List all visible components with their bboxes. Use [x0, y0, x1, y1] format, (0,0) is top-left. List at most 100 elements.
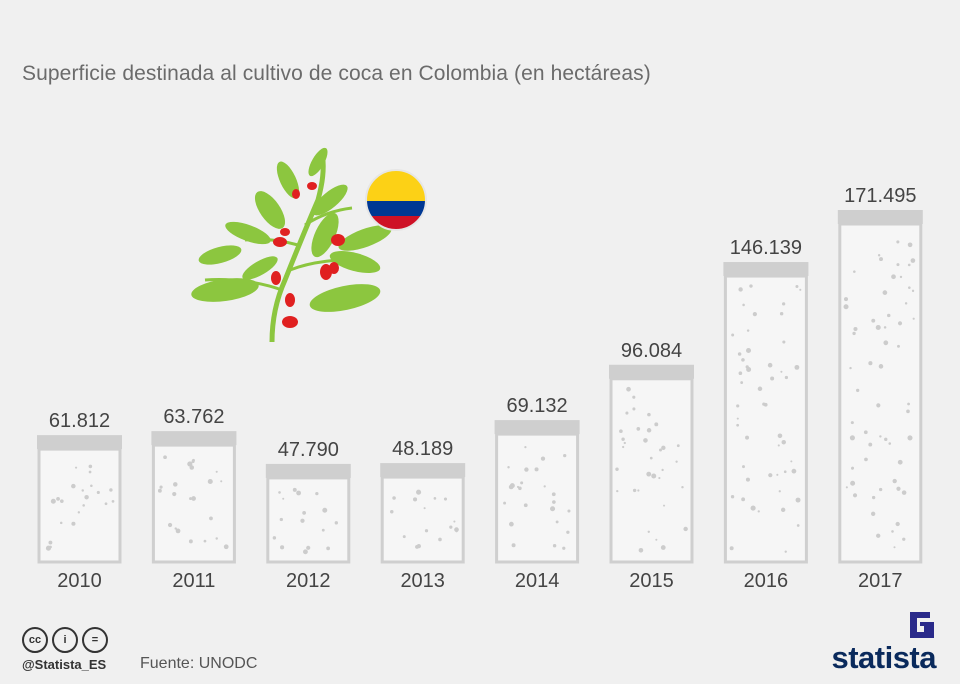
by-icon[interactable]: i — [52, 627, 78, 653]
bar-dot — [77, 511, 81, 514]
bar-dot — [302, 510, 306, 515]
bar-dot — [438, 537, 442, 542]
value-label-2015: 96.084 — [621, 340, 682, 362]
bar-dot — [390, 510, 394, 514]
bar-dot — [48, 540, 53, 545]
bar-dot — [868, 442, 873, 447]
bar-dot — [663, 504, 666, 507]
bar-dot — [540, 456, 546, 461]
bar-dot — [449, 525, 453, 529]
bar-2011 — [151, 443, 236, 564]
chart-title: Superficie destinada al cultivo de coca … — [22, 62, 651, 85]
bar-dot — [111, 500, 115, 503]
bar-dot — [681, 485, 684, 489]
bar-dot — [638, 547, 644, 553]
bar-dot — [82, 504, 85, 507]
bar-dot — [220, 480, 223, 483]
bar-dot — [757, 510, 760, 513]
bar-dot — [643, 438, 648, 443]
bar-dot — [303, 549, 308, 555]
bar-dot — [864, 457, 868, 462]
value-label-2012: 47.790 — [278, 439, 339, 461]
bar-dot — [844, 297, 848, 302]
social-handle[interactable]: @Statista_ES — [22, 657, 107, 672]
statista-brand[interactable]: statista — [831, 640, 936, 675]
bar-dot — [651, 473, 657, 479]
bar-dot — [849, 435, 855, 441]
bar-dot — [550, 506, 556, 512]
bar-dot — [424, 529, 429, 533]
bar-2010 — [37, 447, 122, 564]
bar-dot — [907, 435, 913, 441]
bar-dot — [908, 286, 911, 289]
bar-dot — [423, 507, 426, 510]
bar-dot — [167, 522, 173, 528]
bar-dot — [752, 312, 757, 317]
bar-dot — [896, 263, 900, 267]
bar-dot — [621, 437, 625, 441]
nd-icon[interactable]: = — [82, 627, 108, 653]
bar-dot — [897, 344, 900, 348]
bar-dot — [552, 500, 556, 504]
bar-dot — [784, 375, 789, 380]
bar-dot — [852, 493, 858, 498]
bar-dot — [104, 502, 108, 506]
bar-dot — [745, 477, 750, 482]
bar-dot — [676, 444, 680, 448]
bar-dot — [616, 489, 619, 493]
bar-dot — [782, 302, 786, 306]
bar-dot — [742, 465, 745, 469]
bar-dot — [503, 501, 507, 505]
source-text: Fuente: UNODC — [140, 655, 258, 672]
bar-dot — [71, 483, 76, 489]
bar-dot — [163, 455, 167, 460]
bar-dot — [782, 340, 786, 344]
bar-dot — [84, 495, 89, 500]
bar-dot — [50, 498, 56, 504]
bar-dot — [433, 497, 437, 500]
bar-dot — [888, 442, 892, 445]
bar-dot — [883, 340, 889, 346]
value-label-2014: 69.132 — [507, 395, 568, 417]
bar-dot — [896, 486, 901, 491]
bar-dot — [907, 402, 910, 406]
bar-dot — [455, 529, 458, 533]
value-label-2017: 171.495 — [844, 185, 916, 207]
bar-dot — [189, 497, 192, 500]
bar-dot — [647, 530, 650, 533]
bar-dot — [555, 520, 559, 524]
bar-dot — [173, 482, 178, 487]
value-label-2013: 48.189 — [392, 438, 453, 460]
value-label-2011: 63.762 — [163, 406, 224, 428]
x-tick-label-2017: 2017 — [858, 570, 903, 592]
bar-dot — [90, 484, 93, 488]
bar-dot — [551, 492, 556, 497]
bar-dot — [552, 543, 557, 548]
bar-2015 — [609, 377, 694, 564]
bar-dot — [899, 275, 903, 279]
statista-logo-icon[interactable] — [908, 610, 936, 640]
bar-dot — [883, 326, 887, 329]
bar-dot — [622, 445, 625, 449]
cc-icon[interactable]: cc — [22, 627, 48, 653]
x-tick-label-2014: 2014 — [515, 570, 560, 592]
bar-dot — [878, 364, 884, 369]
bar-dot — [875, 324, 881, 330]
bar-dot — [740, 381, 744, 384]
bar-dot — [731, 333, 735, 337]
bar-dot — [632, 395, 636, 399]
bar-dot — [781, 439, 786, 445]
bar-dot — [851, 466, 855, 470]
x-tick-label-2011: 2011 — [172, 570, 215, 592]
bar-dot — [863, 430, 868, 435]
bar-dot — [49, 545, 52, 549]
bar-dot — [902, 537, 906, 541]
bar-dot — [779, 311, 784, 316]
bar-2014 — [495, 432, 580, 564]
bar-dot — [334, 521, 338, 525]
bar-dot — [683, 526, 688, 532]
bar-dot — [856, 388, 860, 393]
bar-dot — [892, 478, 897, 484]
bar-dot — [523, 503, 528, 508]
